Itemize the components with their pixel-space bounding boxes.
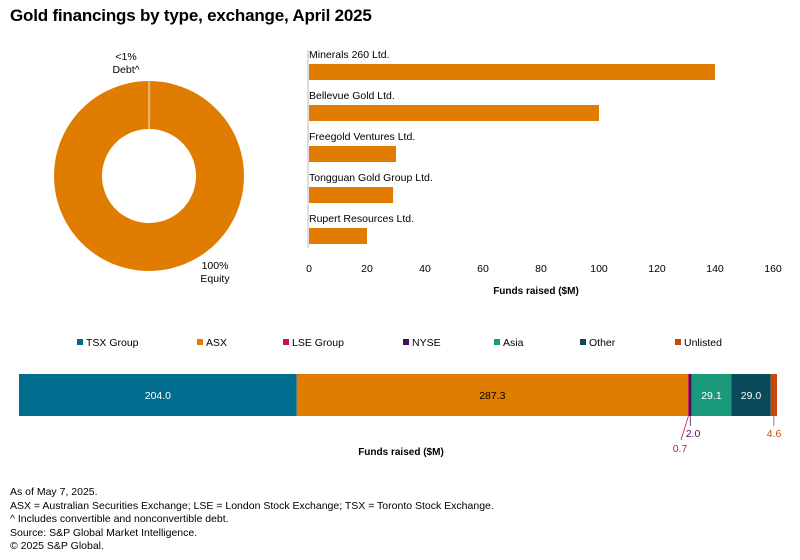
stacked-segment — [296, 374, 688, 416]
bar-category-label: Freegold Ventures Ltd. — [309, 131, 415, 143]
legend-swatch — [494, 339, 500, 345]
footnote-abbreviations: ASX = Australian Securities Exchange; LS… — [10, 499, 494, 512]
x-tick-label: 140 — [706, 263, 724, 275]
legend-swatch — [283, 339, 289, 345]
bar-category-label: Rupert Resources Ltd. — [309, 213, 414, 225]
bar — [309, 146, 396, 162]
donut-label-debt-name: Debt^ — [112, 64, 139, 76]
legend-label: ASX — [206, 337, 227, 349]
bar — [309, 228, 367, 244]
x-tick-label: 80 — [535, 263, 547, 275]
stacked-segment — [770, 374, 777, 416]
stacked-segment — [687, 374, 689, 416]
segment-value-label: 287.3 — [479, 390, 505, 402]
donut-label-equity-name: Equity — [200, 273, 230, 285]
x-tick-label: 40 — [419, 263, 431, 275]
footnote-copyright: © 2025 S&P Global. — [10, 540, 104, 553]
legend-label: Asia — [503, 337, 524, 349]
segment-value-label: 29.1 — [701, 390, 722, 402]
x-axis-title: Funds raised ($M) — [493, 286, 579, 297]
legend-swatch — [580, 339, 586, 345]
bar — [309, 187, 394, 203]
x-tick-label: 100 — [590, 263, 608, 275]
donut-slice-equity — [54, 81, 245, 271]
bar — [309, 105, 599, 121]
donut-label-equity-value: 100% — [202, 260, 229, 272]
leader-line-lse — [680, 415, 689, 441]
bar-category-label: Minerals 260 Ltd. — [309, 49, 390, 61]
stacked-segment — [19, 374, 297, 416]
segment-value-label-nyse: 2.0 — [686, 428, 701, 440]
stacked-segment — [691, 374, 732, 416]
segment-value-label: 29.0 — [741, 390, 762, 402]
legend-swatch — [197, 339, 203, 345]
bar-category-label: Bellevue Gold Ltd. — [309, 90, 395, 102]
bar — [309, 64, 715, 80]
bar-category-label: Tongguan Gold Group Ltd. — [309, 172, 433, 184]
legend-label: LSE Group — [292, 337, 344, 349]
legend-label: Unlisted — [684, 337, 722, 349]
stacked-segment — [688, 374, 692, 416]
chart-canvas: <1%Debt^ 100%Equity Minerals 260 Ltd. Belle… — [19, 49, 782, 458]
legend-label: NYSE — [412, 337, 441, 349]
x-tick-label: 120 — [648, 263, 666, 275]
legend-label: TSX Group — [86, 337, 139, 349]
stacked-axis-title: Funds raised ($M) — [358, 447, 444, 458]
x-tick-label: 60 — [477, 263, 489, 275]
legend-swatch — [77, 339, 83, 345]
chart-title: Gold financings by type, exchange, April… — [10, 6, 372, 25]
footnote-date: As of May 7, 2025. — [10, 486, 98, 498]
segment-value-label-lse: 0.7 — [673, 443, 688, 455]
footnote-source: Source: S&P Global Market Intelligence. — [10, 526, 198, 539]
x-tick-label: 160 — [764, 263, 782, 275]
legend-label: Other — [589, 337, 616, 349]
x-tick-label: 0 — [306, 263, 312, 275]
x-tick-label: 20 — [361, 263, 373, 275]
legend-swatch — [403, 339, 409, 345]
segment-value-label: 204.0 — [145, 390, 171, 402]
segment-value-label-unlisted: 4.6 — [767, 428, 782, 440]
donut-label-debt-value: <1% — [115, 51, 136, 63]
footnote-debt: ^ Includes convertible and nonconvertibl… — [10, 513, 229, 526]
footnotes: As of May 7, 2025. ASX = Australian Secu… — [10, 486, 494, 554]
donut-slice-debt — [149, 81, 151, 130]
stacked-segment — [731, 374, 771, 416]
legend-swatch — [675, 339, 681, 345]
